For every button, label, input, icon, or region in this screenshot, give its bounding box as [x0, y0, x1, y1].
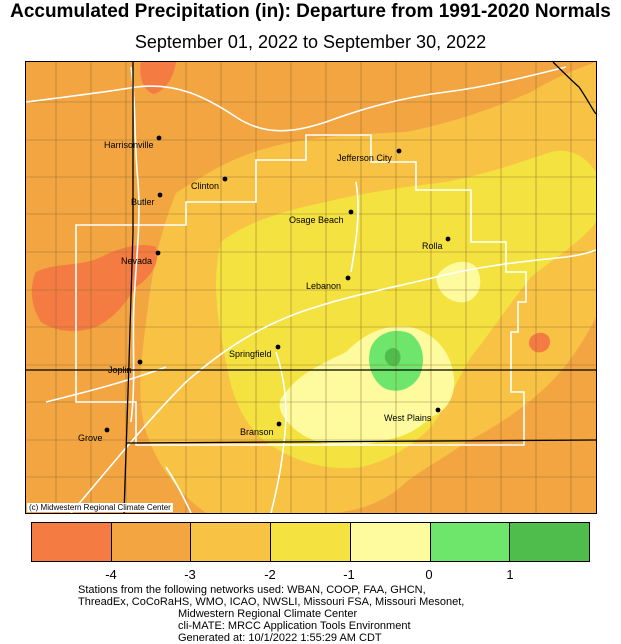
city-label-clinton: Clinton — [191, 181, 219, 191]
legend-swatch-0-to-1 — [430, 523, 511, 561]
city-label-joplin: Joplin — [108, 365, 132, 375]
state-border-missouri — [75, 134, 527, 446]
city-label-west-plains: West Plains — [384, 413, 432, 423]
color-legend — [31, 522, 590, 562]
legend-tick: -2 — [264, 567, 276, 582]
city-dot-lebanon — [345, 275, 351, 281]
map-svg: Harrisonville Jefferson City Clinton But… — [26, 62, 596, 513]
region-deep-orange-east — [528, 332, 551, 353]
city-dot-branson — [276, 421, 282, 427]
city-dot-springfield — [275, 344, 281, 350]
legend-swatch-lt-minus-4 — [32, 523, 112, 561]
city-label-osage-beach: Osage Beach — [289, 215, 344, 225]
map-title: Accumulated Precipitation (in): Departur… — [10, 1, 611, 22]
city-dot-butler — [157, 192, 163, 198]
city-label-lebanon: Lebanon — [306, 281, 341, 291]
city-dot-grove — [104, 427, 110, 433]
precipitation-map: Harrisonville Jefferson City Clinton But… — [25, 61, 597, 514]
city-dot-joplin — [137, 359, 143, 365]
city-dot-rolla — [445, 236, 451, 242]
city-label-jefferson-city: Jefferson City — [337, 153, 392, 163]
city-dot-west-plains — [435, 407, 441, 413]
city-dot-jefferson-city — [396, 148, 402, 154]
legend-swatch-minus-2-to-minus-1 — [271, 523, 351, 561]
footer-line: Stations from the following networks use… — [78, 584, 426, 596]
footer-line: Midwestern Regional Climate Center — [178, 608, 358, 620]
city-label-rolla: Rolla — [422, 241, 443, 251]
map-credit: (c) Midwestern Regional Climate Center — [27, 503, 173, 512]
legend-swatch-gt-1 — [510, 523, 590, 561]
city-dot-harrisonville — [156, 135, 162, 141]
footer-line: cli-MATE: MRCC Application Tools Environ… — [178, 620, 411, 632]
legend-swatch-minus-1-to-0 — [350, 523, 431, 561]
city-dot-osage-beach — [348, 209, 354, 215]
map-subtitle: September 01, 2022 to September 30, 2022 — [134, 32, 487, 52]
city-label-branson: Branson — [240, 427, 274, 437]
state-lines — [26, 62, 596, 513]
city-markers: Harrisonville Jefferson City Clinton But… — [78, 135, 451, 443]
legend-tick: -3 — [184, 567, 196, 582]
legend-swatch-minus-3-to-minus-2 — [191, 523, 272, 561]
city-label-butler: Butler — [131, 197, 155, 207]
region-pale-yellow-rolla — [436, 261, 481, 303]
legend-tick: 1 — [506, 567, 514, 582]
legend-tick: 0 — [425, 567, 433, 582]
legend-tick: -4 — [105, 567, 117, 582]
city-label-harrisonville: Harrisonville — [104, 140, 154, 150]
city-label-grove: Grove — [78, 433, 103, 443]
legend-ticks: -4 -3 -2 -1 0 1 — [0, 567, 621, 583]
footer-line: ThreadEx, CoCoRaHS, WMO, ICAO, NWSLI, Mi… — [78, 596, 465, 608]
city-dot-clinton — [222, 176, 228, 182]
city-label-nevada: Nevada — [121, 256, 152, 266]
footer-line: Generated at: 10/1/2022 1:55:29 AM CDT — [178, 632, 382, 644]
county-lines — [26, 62, 596, 513]
city-dot-nevada — [155, 250, 161, 256]
city-label-springfield: Springfield — [229, 349, 272, 359]
region-green — [384, 348, 401, 367]
legend-tick: -1 — [343, 567, 355, 582]
legend-swatch-minus-4-to-minus-3 — [111, 523, 192, 561]
